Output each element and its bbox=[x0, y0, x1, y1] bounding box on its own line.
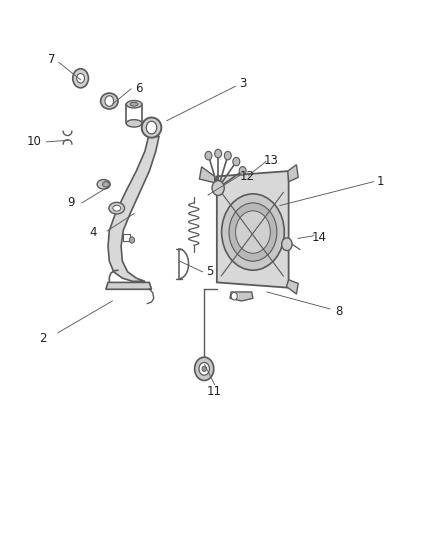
Text: 3: 3 bbox=[239, 77, 247, 90]
Circle shape bbox=[73, 69, 88, 88]
Circle shape bbox=[215, 149, 222, 158]
Circle shape bbox=[105, 96, 114, 107]
Ellipse shape bbox=[102, 182, 110, 187]
Circle shape bbox=[222, 194, 284, 270]
Polygon shape bbox=[199, 167, 215, 183]
Polygon shape bbox=[217, 171, 289, 288]
Circle shape bbox=[224, 151, 231, 160]
Ellipse shape bbox=[126, 119, 142, 127]
Circle shape bbox=[146, 121, 157, 134]
Text: 6: 6 bbox=[135, 83, 142, 95]
Polygon shape bbox=[288, 165, 298, 182]
Ellipse shape bbox=[97, 180, 110, 189]
Text: 9: 9 bbox=[67, 196, 75, 209]
Text: 2: 2 bbox=[39, 332, 46, 344]
Ellipse shape bbox=[130, 102, 138, 106]
Ellipse shape bbox=[109, 203, 124, 214]
Circle shape bbox=[282, 238, 292, 251]
Text: 12: 12 bbox=[240, 170, 255, 183]
Circle shape bbox=[236, 211, 270, 253]
Circle shape bbox=[205, 151, 212, 160]
Text: 11: 11 bbox=[207, 385, 222, 398]
Ellipse shape bbox=[126, 101, 142, 108]
Polygon shape bbox=[230, 292, 253, 301]
Circle shape bbox=[212, 181, 224, 196]
Circle shape bbox=[233, 157, 240, 166]
Circle shape bbox=[202, 366, 206, 372]
Circle shape bbox=[199, 362, 209, 375]
Text: 13: 13 bbox=[264, 154, 279, 167]
Polygon shape bbox=[106, 282, 152, 289]
Circle shape bbox=[77, 74, 85, 83]
Ellipse shape bbox=[142, 117, 161, 138]
Text: 7: 7 bbox=[48, 53, 55, 66]
Circle shape bbox=[194, 357, 214, 381]
Text: 1: 1 bbox=[376, 175, 384, 188]
Polygon shape bbox=[108, 136, 159, 281]
Ellipse shape bbox=[101, 93, 118, 109]
Text: 5: 5 bbox=[207, 265, 214, 278]
Circle shape bbox=[229, 203, 277, 261]
Text: 8: 8 bbox=[335, 305, 343, 318]
Polygon shape bbox=[286, 280, 298, 294]
Text: 4: 4 bbox=[89, 225, 96, 239]
Text: 14: 14 bbox=[311, 231, 327, 244]
Circle shape bbox=[129, 237, 134, 243]
Circle shape bbox=[231, 293, 237, 300]
Text: 10: 10 bbox=[27, 135, 42, 148]
Circle shape bbox=[239, 166, 246, 175]
Ellipse shape bbox=[113, 205, 120, 211]
